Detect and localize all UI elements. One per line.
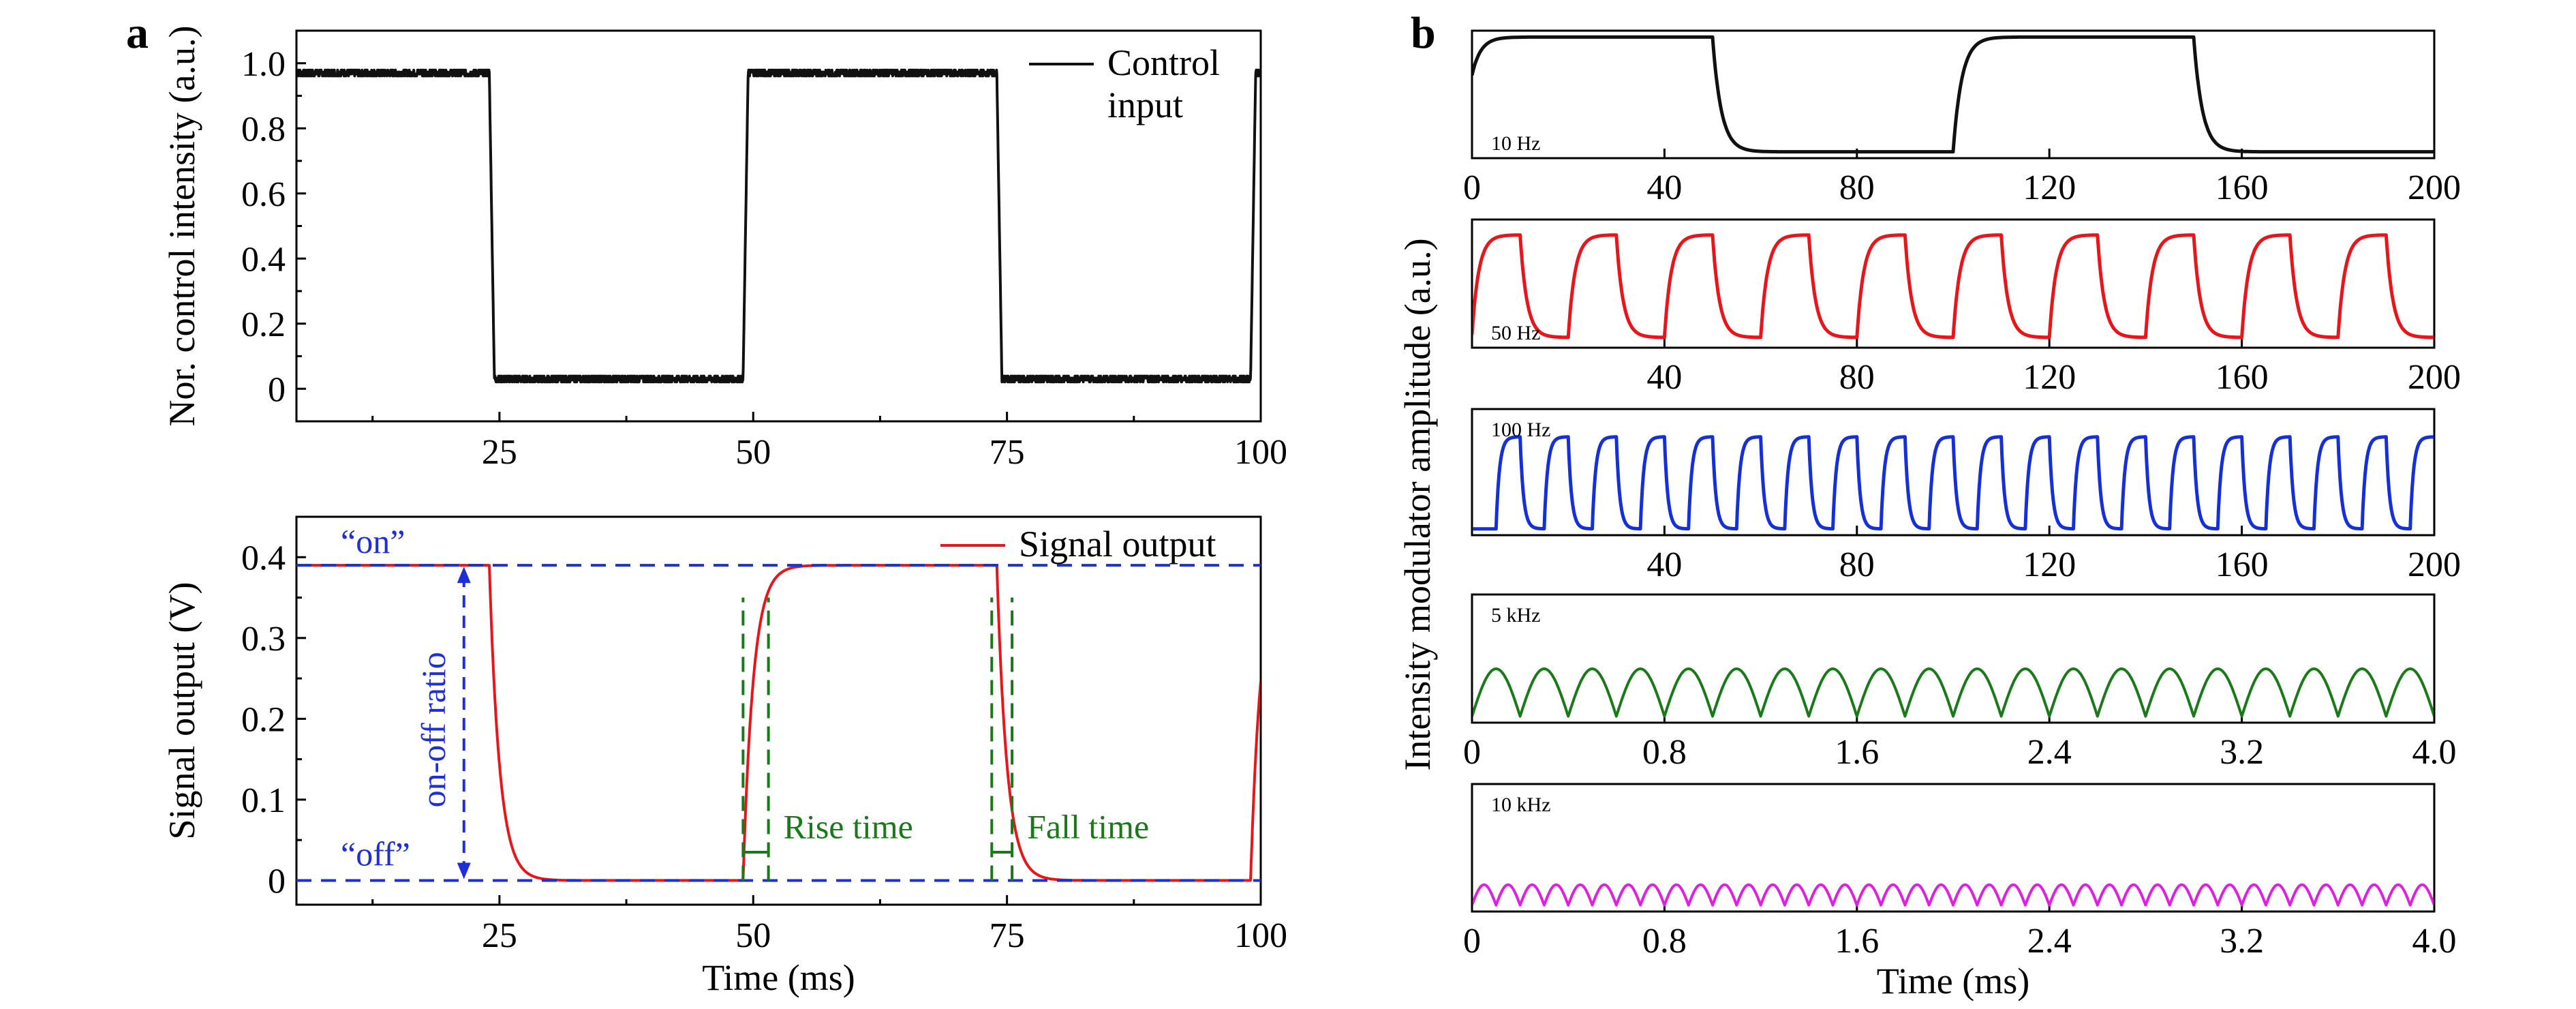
- x-tick-label: 0: [1463, 168, 1481, 207]
- x-tick-label: 2.4: [2027, 922, 2072, 961]
- x-tick-label: 50: [735, 916, 771, 955]
- x-tick-label: 160: [2215, 168, 2269, 207]
- frequency-label: 10 Hz: [1491, 132, 1540, 155]
- x-tick-label: 1.6: [1835, 733, 1879, 772]
- x-tick-label: 100: [1234, 916, 1287, 955]
- legend-label: Signal output: [1019, 524, 1216, 564]
- x-tick-label: 120: [2023, 168, 2076, 207]
- y-tick-label: 0.3: [241, 620, 286, 659]
- x-tick-label: 3.2: [2220, 922, 2264, 961]
- plot-b-10khz: 0 0.8 1.6 2.4 3.2 4.0 10 kHz Time (ms): [1463, 783, 2457, 1002]
- y-tick-label: 0.1: [241, 781, 286, 820]
- series-line-b-5khz: [1473, 667, 2434, 718]
- panel-b-y-axis-label: Intensity modulator amplitude (a.u.): [1397, 238, 1438, 770]
- series-line-b-100hz: [1473, 435, 2434, 531]
- plot-frame: [1471, 408, 2436, 537]
- legend-label-line2: input: [1107, 85, 1183, 125]
- x-tick-label: 75: [990, 433, 1025, 472]
- frequency-label: 5 kHz: [1491, 604, 1540, 627]
- y-axis-label: Nor. control intensity (a.u.): [162, 26, 202, 427]
- x-tick-label: 0: [1463, 922, 1481, 961]
- y-tick-label: 0: [268, 862, 286, 901]
- y-tick-label: 0.8: [241, 110, 286, 149]
- x-tick-label: 0.8: [1642, 922, 1687, 961]
- plot-a-top: 25 50 75 100 0 0.2 0.4 0.6 0.8 1.0 Nor. control in…: [162, 26, 1287, 472]
- x-tick-label: 120: [2023, 545, 2076, 584]
- plot-b-5khz: 0 0.8 1.6 2.4 3.2 4.0 5 kHz: [1463, 593, 2457, 772]
- x-tick-label: 25: [482, 916, 517, 955]
- y-tick-label: 0.6: [241, 175, 286, 214]
- series-line-b-10khz: [1473, 883, 2434, 907]
- fall-time-label: Fall time: [1027, 807, 1149, 845]
- x-tick-label: 1.6: [1835, 922, 1879, 961]
- x-tick-label: 200: [2408, 168, 2461, 207]
- x-tick-label: 4.0: [2412, 922, 2457, 961]
- x-axis-label: Time (ms): [1877, 961, 2030, 1002]
- x-tick-label: 80: [1839, 545, 1875, 584]
- x-tick-label: 40: [1646, 358, 1682, 397]
- y-tick-label: 0.4: [241, 539, 286, 577]
- on-label: “on”: [341, 522, 405, 560]
- arrow-head-up: [457, 567, 471, 584]
- x-tick-label: 120: [2023, 358, 2076, 397]
- legend-label-line1: Control: [1107, 42, 1220, 83]
- frequency-label: 50 Hz: [1491, 322, 1540, 344]
- x-tick-label: 25: [482, 433, 517, 472]
- panel-b-plots: 0 40 80 120 160 200 10 Hz 40 80 120 160 200 50 Hz 40 8…: [1463, 29, 2461, 1002]
- x-axis-label: Time (ms): [702, 957, 855, 998]
- on-off-ratio-label: on-off ratio: [414, 652, 453, 807]
- x-tick-label: 200: [2408, 545, 2461, 584]
- y-axis-label: Signal output (V): [162, 582, 202, 840]
- x-tick-label: 40: [1646, 545, 1682, 584]
- x-tick-label: 50: [735, 433, 771, 472]
- panel-a-top-plot: 25 50 75 100 0 0.2 0.4 0.6 0.8 1.0 Nor. control in…: [162, 26, 1287, 472]
- plot-b-100hz: 40 80 120 160 200 100 Hz: [1471, 408, 2461, 584]
- arrow-head-down: [457, 862, 471, 879]
- x-tick-label: 200: [2408, 358, 2461, 397]
- frequency-label: 100 Hz: [1491, 419, 1550, 441]
- x-tick-label: 3.2: [2220, 733, 2264, 772]
- y-tick-label: 0.2: [241, 700, 286, 739]
- plot-frame: [1471, 218, 2436, 349]
- panel-a-bottom-plot: 25 50 75 100 0 0.1 0.2 0.3 0.4 Signal output (V) T…: [162, 515, 1287, 998]
- x-tick-label: 2.4: [2027, 733, 2072, 772]
- panel-a-letter: a: [126, 8, 149, 58]
- x-tick-label: 4.0: [2412, 733, 2457, 772]
- series-line-a-top: [297, 68, 1260, 384]
- series-line-b-10hz: [1473, 35, 2434, 154]
- plot-frame: [1471, 783, 2436, 913]
- series-line-b-50hz: [1473, 233, 2434, 340]
- plot-b-10hz: 0 40 80 120 160 200 10 Hz: [1463, 29, 2461, 207]
- plot-a-bottom: 25 50 75 100 0 0.1 0.2 0.3 0.4 Signal output (V) T…: [162, 515, 1287, 998]
- y-tick-label: 0.4: [241, 240, 286, 279]
- x-tick-label: 80: [1839, 358, 1875, 397]
- x-tick-label: 100: [1234, 433, 1287, 472]
- x-tick-label: 75: [990, 916, 1025, 955]
- frequency-label: 10 kHz: [1491, 794, 1550, 816]
- y-tick-label: 0.2: [241, 305, 286, 344]
- plot-frame: [1471, 29, 2436, 160]
- x-tick-label: 40: [1646, 168, 1682, 207]
- x-tick-label: 80: [1839, 168, 1875, 207]
- plot-frame: [295, 515, 1262, 906]
- x-tick-label: 0.8: [1642, 733, 1687, 772]
- x-tick-label: 160: [2215, 545, 2269, 584]
- y-tick-label: 1.0: [241, 45, 286, 84]
- off-label: “off”: [341, 834, 410, 873]
- plot-b-50hz: 40 80 120 160 200 50 Hz: [1471, 218, 2461, 397]
- plot-frame: [1471, 593, 2436, 724]
- x-tick-label: 160: [2215, 358, 2269, 397]
- panel-b-letter: b: [1411, 8, 1436, 58]
- x-tick-label: 0: [1463, 733, 1481, 772]
- rise-time-label: Rise time: [784, 807, 913, 845]
- y-tick-label: 0: [268, 370, 286, 409]
